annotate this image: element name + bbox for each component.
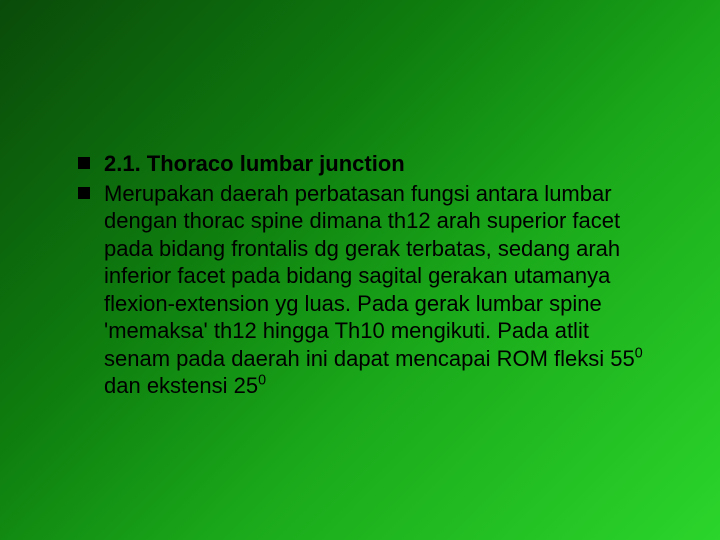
bullet-item: 2.1. Thoraco lumbar junction [78, 150, 658, 178]
bullet-heading: 2.1. Thoraco lumbar junction [104, 150, 405, 178]
content-area: 2.1. Thoraco lumbar junction Merupakan d… [78, 150, 658, 402]
body-text-2: dan ekstensi 25 [104, 373, 258, 398]
bullet-body: Merupakan daerah perbatasan fungsi antar… [104, 180, 658, 400]
degree-sup-2: 0 [258, 373, 266, 389]
slide: 2.1. Thoraco lumbar junction Merupakan d… [0, 0, 720, 540]
bullet-item: Merupakan daerah perbatasan fungsi antar… [78, 180, 658, 400]
square-bullet-icon [78, 157, 90, 169]
square-bullet-icon [78, 187, 90, 199]
degree-sup-1: 0 [635, 345, 643, 361]
body-text-1: Merupakan daerah perbatasan fungsi antar… [104, 181, 635, 371]
